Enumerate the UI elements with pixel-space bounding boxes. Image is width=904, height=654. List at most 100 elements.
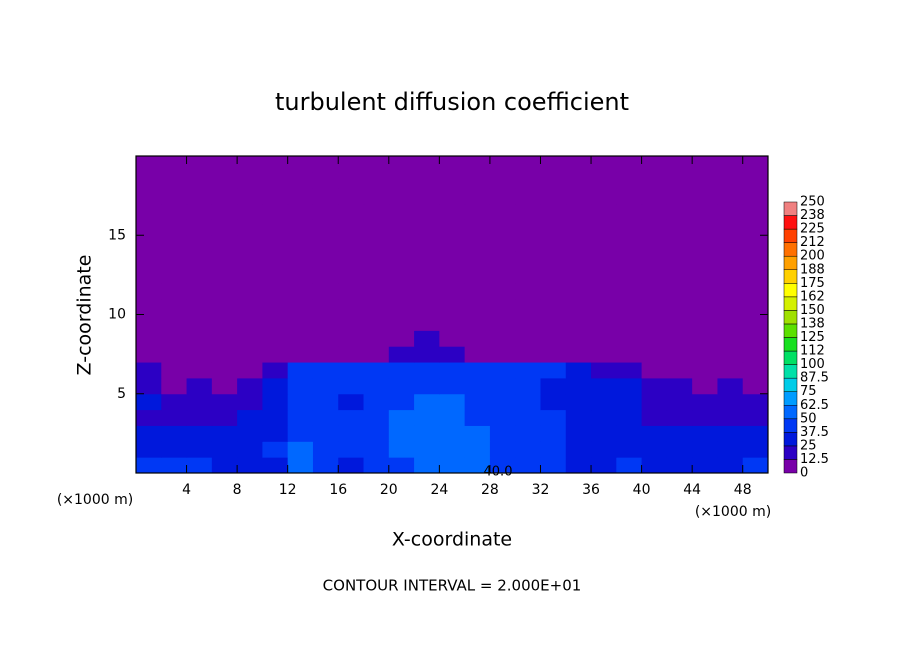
x-tick-label: 24 — [430, 482, 448, 498]
field-cell — [237, 251, 263, 268]
field-cell — [388, 298, 415, 315]
contour-label: 40.0 — [484, 465, 513, 480]
field-cell — [692, 409, 718, 426]
field-cell — [161, 171, 188, 189]
field-cell — [515, 156, 541, 173]
field-cell — [388, 266, 415, 284]
field-cell — [515, 298, 541, 315]
field-cell — [616, 377, 643, 395]
field-cell — [692, 266, 718, 284]
field-cell — [287, 251, 314, 268]
field-cell — [363, 251, 390, 268]
field-cell — [186, 377, 213, 395]
field-cell — [262, 377, 289, 395]
field-cell — [464, 393, 491, 411]
field-cell — [262, 314, 289, 331]
field-cell — [388, 409, 415, 426]
field-cell — [136, 330, 162, 347]
field-cell — [338, 203, 365, 220]
field-cell — [591, 235, 617, 252]
field-cell — [540, 171, 567, 189]
field-cell — [136, 441, 162, 458]
field-cell — [540, 393, 567, 411]
field-cell — [414, 266, 440, 284]
field-cell — [338, 393, 365, 411]
field-cell — [742, 441, 769, 458]
field-cell — [717, 409, 744, 426]
field-cell — [616, 330, 643, 347]
field-cell — [692, 251, 718, 268]
field-cell — [540, 362, 567, 379]
field-cell — [666, 409, 693, 426]
field-cell — [136, 219, 162, 236]
field-cell — [489, 425, 516, 442]
field-cell — [641, 282, 668, 300]
field-cell — [540, 377, 567, 395]
field-cell — [717, 187, 744, 205]
field-cell — [287, 409, 314, 426]
field-cell — [489, 393, 516, 411]
field-cell — [515, 282, 541, 300]
field-cell — [717, 171, 744, 189]
field-cell — [237, 171, 263, 189]
field-cell — [388, 441, 415, 458]
field-cell — [388, 314, 415, 331]
field-cell — [742, 330, 769, 347]
field-cell — [312, 298, 339, 315]
field-cell — [742, 266, 769, 284]
field-cell — [312, 156, 339, 173]
field-cell — [616, 156, 643, 173]
field-cell — [641, 425, 668, 442]
field-cell — [338, 266, 365, 284]
y-tick-label: 15 — [108, 227, 126, 243]
field-cell — [388, 330, 415, 347]
field-cell — [464, 203, 491, 220]
field-cell — [641, 346, 668, 363]
field-cell — [717, 203, 744, 220]
field-cell — [363, 266, 390, 284]
x-tick-label: 40 — [633, 482, 651, 498]
field-cell — [161, 425, 188, 442]
field-cell — [540, 235, 567, 252]
field-cell — [464, 219, 491, 236]
field-cell — [515, 219, 541, 236]
field-cell — [666, 346, 693, 363]
x-tick-label: 8 — [233, 482, 242, 498]
field-cell — [540, 330, 567, 347]
colorbar-label: 162 — [800, 289, 825, 304]
field-cell — [515, 187, 541, 205]
field-cell — [692, 187, 718, 205]
field-cell — [388, 346, 415, 363]
field-cell — [540, 266, 567, 284]
field-cell — [489, 362, 516, 379]
field-cell — [666, 251, 693, 268]
field-cell — [641, 219, 668, 236]
field-cell — [464, 330, 491, 347]
field-cell — [363, 171, 390, 189]
colorbar-label: 125 — [800, 330, 825, 345]
x-tick-label: 36 — [582, 482, 600, 498]
field-cell — [211, 266, 238, 284]
field-cell — [388, 377, 415, 395]
field-cell — [692, 298, 718, 315]
field-cell — [161, 282, 188, 300]
field-cell — [338, 362, 365, 379]
field-cell — [591, 298, 617, 315]
field-cell — [641, 187, 668, 205]
field-cell — [464, 187, 491, 205]
field-cell — [161, 377, 188, 395]
field-cell — [439, 314, 466, 331]
field-cell — [211, 362, 238, 379]
field-cell — [287, 393, 314, 411]
field-cell — [414, 314, 440, 331]
field-cell — [641, 377, 668, 395]
field-cell — [287, 330, 314, 347]
field-cell — [742, 235, 769, 252]
field-cell — [161, 251, 188, 268]
field-cell — [161, 346, 188, 363]
colorbar-swatch — [783, 418, 798, 433]
field-cell — [742, 457, 769, 474]
field-cell — [237, 346, 263, 363]
field-cell — [287, 346, 314, 363]
field-cell — [363, 203, 390, 220]
